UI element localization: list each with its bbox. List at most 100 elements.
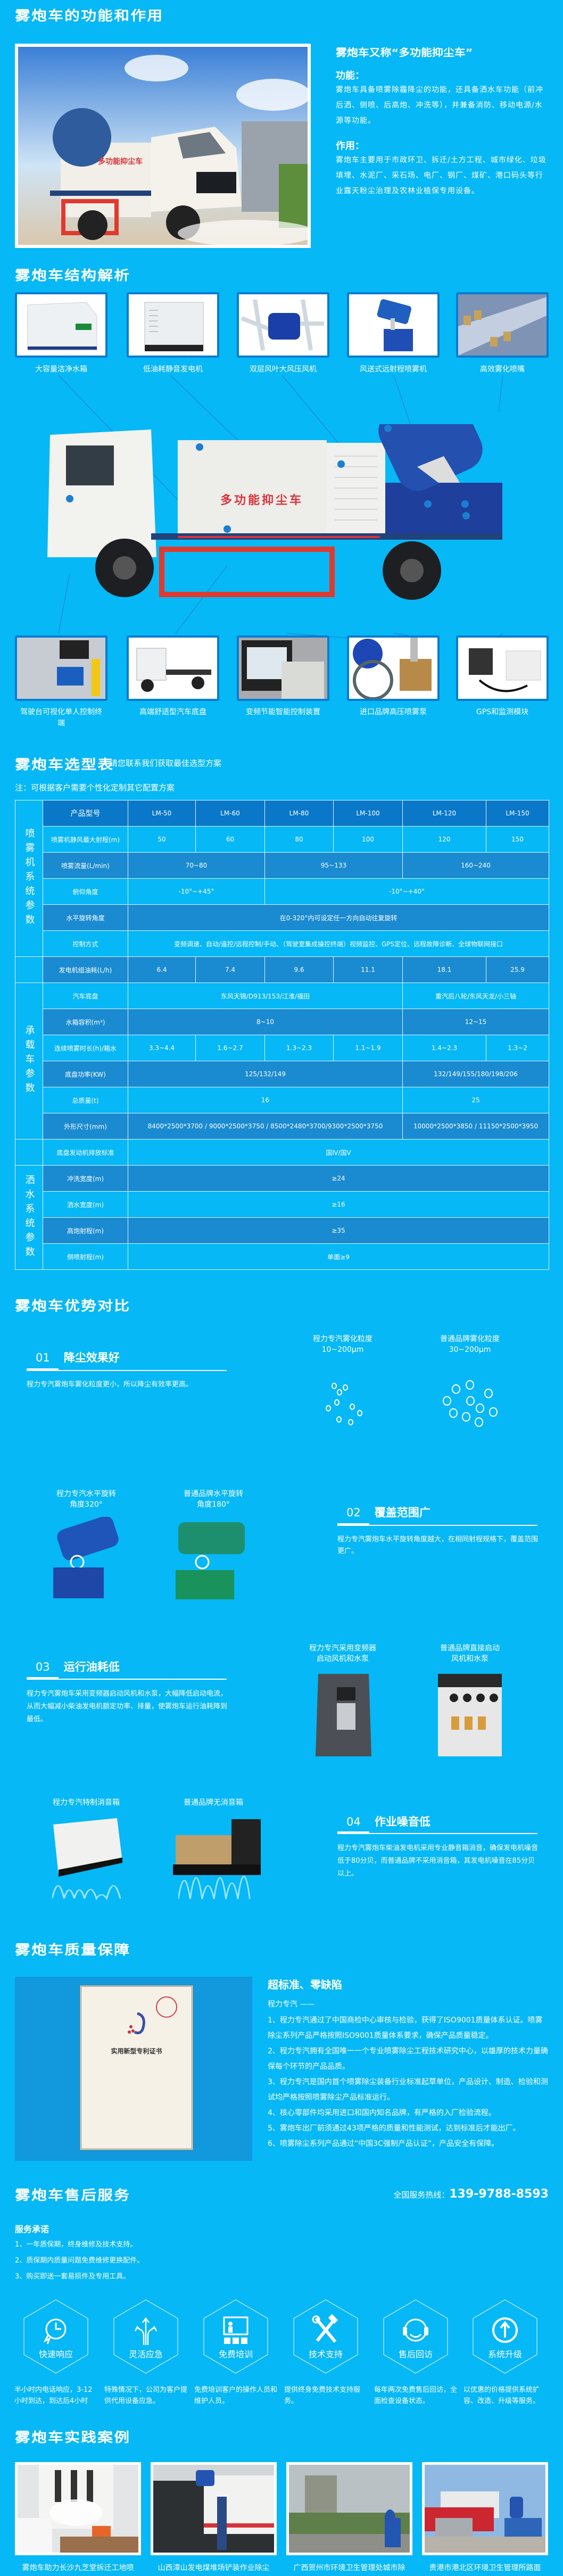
table-row: 控制方式 变频调速、自动/遥控/远程控制/手动、（驾驶室集成操控终端）视频监控、G… — [15, 930, 549, 957]
open-generator-image — [173, 1819, 261, 1875]
table-cell: ≥24 — [128, 1165, 549, 1192]
part-label: 变频节能智能控制装置 — [246, 708, 320, 716]
part-water-tank-image — [15, 292, 107, 358]
model-header-cell: LM-80 — [264, 800, 334, 827]
contactor-image — [438, 1674, 502, 1756]
row-label: 发电机组油耗(L/h) — [43, 956, 128, 983]
part-generator-image — [127, 292, 219, 358]
table-row: 底盘发动机排放标准 国Ⅳ/国Ⅴ — [15, 1139, 549, 1166]
part-label: GPS和监测模块 — [476, 708, 529, 716]
model-header-cell: LM-150 — [486, 800, 549, 827]
table-cell: 8400*2500*3700 / 9000*2500*3750 / 8500*2… — [128, 1113, 403, 1140]
divider — [337, 1523, 537, 1526]
table-row: 总质量(t) 16 25 — [15, 1087, 549, 1113]
table-row: 侧喷射程(m) 单面≥9 — [15, 1243, 549, 1270]
table-cell: 50 — [128, 826, 196, 853]
row-label: 水箱容积(m³) — [43, 1009, 128, 1035]
part-label: 低油耗静音发电机 — [143, 365, 203, 374]
service-label: 快速响应 — [38, 2349, 73, 2359]
row-label: 底盘功率(KW) — [43, 1061, 128, 1087]
advantage-heading: 03 运行油耗低 — [36, 1658, 120, 1674]
promise-item: 2、质保期内质量问题免费维修更换配件。 — [15, 2257, 144, 2265]
table-cell: 单面≥9 — [128, 1243, 549, 1270]
service-description: 免费培训客户的操作人员和维护人员。 — [194, 2386, 278, 2405]
group-label — [15, 1139, 43, 1166]
service-card-3 — [203, 2299, 268, 2374]
table-cell: 132/149/155/180/198/206 — [402, 1061, 549, 1087]
table-header-row: 喷雾机系统参数 产品型号 LM-50 LM-60 LM-80 LM-100 LM-120 LM… — [15, 800, 549, 957]
advantage-heading: 04 作业噪音低 — [346, 1813, 430, 1829]
advantage-title: 运行油耗低 — [63, 1661, 120, 1673]
spec-table: 喷雾机系统参数 产品型号 LM-50 LM-60 LM-80 LM-100 LM-120 LM… — [15, 800, 549, 1270]
part-gps-module-image — [456, 635, 549, 701]
table-row: 水箱容积(m³) 8~10 12~15 — [15, 1009, 549, 1035]
quality-item: 6、喷雾除尘系列产品通过“中国3C强制产品认证”，产品安全有保障。 — [268, 2140, 499, 2148]
blue-mist-cannon-image — [53, 1517, 119, 1598]
function-text: 雾炮车具备喷雾除霾降尘的功能，还具备洒水车功能（前冲后洒、侧喷、后高炮、冲洗等）… — [336, 86, 543, 125]
row-label: 洒水宽度(m) — [43, 1191, 128, 1218]
service-description: 半小时内电话响应，3-12小时到达，到达后4小时 — [14, 2386, 93, 2405]
hotline: 全国服务热线：139-9788-8593 — [393, 2187, 549, 2201]
table-cell: -10°~+40° — [264, 878, 549, 905]
truck-body-lettering: 多功能抑尘车 — [98, 157, 143, 166]
advantage-title: 降尘效果好 — [63, 1351, 120, 1364]
table-cell: 1.3~2 — [486, 1035, 549, 1061]
row-label: 侧喷射程(m) — [43, 1243, 128, 1270]
table-cell: 25.9 — [486, 956, 549, 983]
section-title-advantages: 雾炮车优势对比 — [15, 1298, 131, 1314]
promise-list: 1、一年质保期，终身维修及技术支持。 2、质保期内质量问题免费维修更换配件。 3… — [15, 2237, 144, 2285]
green-mist-cannon-image — [176, 1522, 245, 1599]
row-label: 喷雾机静风最大射程(m) — [43, 826, 128, 853]
part-mist-cannon-image — [347, 292, 440, 358]
table-cell: 6.4 — [128, 956, 196, 983]
high-noise-wave-icon — [178, 1876, 251, 1900]
advantage-text: 程力专汽雾炮车雾化粒度更小，所以降尘有效率更高。 — [27, 1381, 193, 1389]
selection-subtitle: 请您联系我们获取最佳选型方案 — [110, 758, 222, 768]
table-cell: 8~10 — [128, 1009, 403, 1035]
wrench-hammer-icon — [312, 2314, 338, 2343]
use-text: 雾炮车主要用于市政环卫、拆迁/土方工程、城市绿化、垃圾填埋、水泥厂、采石场、电厂… — [336, 156, 547, 195]
case-photo-road — [422, 2462, 548, 2555]
quality-item: 3、程力专汽是国内首个喷雾除尘装备行业标准起草单位，产品设计、制造、检验和测试均… — [268, 2078, 548, 2102]
certificate-panel: 实用新型专利证书 — [15, 1977, 252, 2161]
table-cell: 国Ⅳ/国Ⅴ — [128, 1139, 549, 1166]
group-label: 洒水系统参数 — [15, 1165, 43, 1270]
divider — [27, 1368, 227, 1371]
row-label: 外形尺寸(mm) — [43, 1113, 128, 1140]
part-label: 进口品牌高压喷雾泵 — [360, 708, 427, 716]
table-cell: 25 — [402, 1087, 549, 1113]
part-label: 风送式远射程喷雾机 — [360, 365, 427, 374]
upgrade-arrow-icon — [492, 2317, 518, 2343]
advantage-number: 03 — [36, 1661, 50, 1673]
case-caption: 广西贺州市环境卫生管理处城市除 — [293, 2564, 405, 2572]
advantage-number: 02 — [346, 1506, 361, 1519]
table-row: 喷雾机静风最大射程(m) 50 60 80 100 120 150 — [15, 826, 549, 853]
compare-label-ours: 程力专汽采用变频器 启动风机和水泵 — [309, 1644, 376, 1663]
certificate-image: 实用新型专利证书 — [80, 1985, 193, 2150]
table-cell: 125/132/149 — [128, 1061, 403, 1087]
advantage-number: 04 — [346, 1815, 361, 1828]
compare-label-theirs: 普通品牌直接启动 风机和水泵 — [440, 1644, 500, 1663]
case-photo-demolition — [15, 2462, 141, 2555]
service-label: 技术支持 — [308, 2349, 343, 2359]
service-card-5 — [383, 2299, 448, 2374]
table-cell: 7.4 — [195, 956, 265, 983]
row-label: 高炮射程(m) — [43, 1217, 128, 1244]
table-cell: 1.1~1.9 — [333, 1035, 403, 1061]
clock-lightning-icon — [43, 2318, 67, 2344]
table-cell: 1.6~2.7 — [195, 1035, 265, 1061]
case-photo-city-street — [286, 2462, 412, 2555]
table-cell: 3.3~4.4 — [128, 1035, 196, 1061]
part-inverter-control-image — [237, 635, 329, 701]
split-arrows-icon — [134, 2317, 158, 2345]
truck-photo-image: 多功能抑尘车 — [18, 47, 316, 246]
table-cell: 18.1 — [402, 956, 486, 983]
table-row: 俯仰角度 -10°~+45° -10°~+40° — [15, 878, 549, 905]
row-label: 产品型号 — [43, 800, 128, 827]
hotline-number[interactable]: 139-9788-8593 — [449, 2187, 549, 2201]
section-title-function: 雾炮车的功能和作用 — [15, 8, 164, 23]
service-label: 售后回访 — [398, 2349, 433, 2359]
table-cell: 100 — [333, 826, 403, 853]
advantage-heading: 02 覆盖范围广 — [346, 1504, 430, 1520]
case-caption: 山西漳山发电煤堆场铲装作业除尘 — [158, 2564, 270, 2572]
